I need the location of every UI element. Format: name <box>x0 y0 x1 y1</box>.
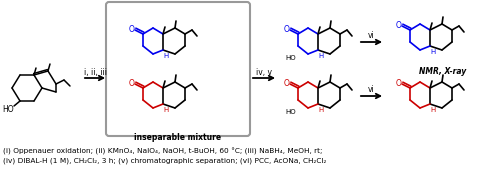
Text: HO: HO <box>286 109 296 115</box>
Text: H: H <box>318 53 324 59</box>
FancyBboxPatch shape <box>106 2 250 136</box>
Text: i, ii, iii: i, ii, iii <box>84 69 106 77</box>
Text: H: H <box>318 107 324 113</box>
Text: O: O <box>396 20 402 30</box>
Text: O: O <box>284 78 290 88</box>
Text: NMR, X-ray: NMR, X-ray <box>420 67 467 77</box>
Text: H: H <box>164 107 168 113</box>
Text: H: H <box>430 49 436 55</box>
Text: O: O <box>129 25 135 33</box>
Text: O: O <box>284 25 290 33</box>
Text: O: O <box>129 78 135 88</box>
Text: (i) Oppenauer oxidation; (ii) KMnO₄, NaIO₄, NaOH, t-BuOH, 60 °C; (iii) NaBH₄, Me: (i) Oppenauer oxidation; (ii) KMnO₄, NaI… <box>3 148 322 155</box>
Text: (iv) DIBAL-H (1 M), CH₂Cl₂, 3 h; (v) chromatographic separation; (vi) PCC, AcONa: (iv) DIBAL-H (1 M), CH₂Cl₂, 3 h; (v) chr… <box>3 158 326 164</box>
Text: O: O <box>396 78 402 88</box>
Text: iv, v: iv, v <box>256 69 272 77</box>
Text: H: H <box>164 53 168 59</box>
Text: HO: HO <box>286 55 296 61</box>
Text: H: H <box>430 107 436 113</box>
Text: inseparable mixture: inseparable mixture <box>134 132 222 142</box>
Text: vi: vi <box>368 85 374 95</box>
Text: vi: vi <box>368 32 374 41</box>
Text: HO: HO <box>2 104 14 114</box>
